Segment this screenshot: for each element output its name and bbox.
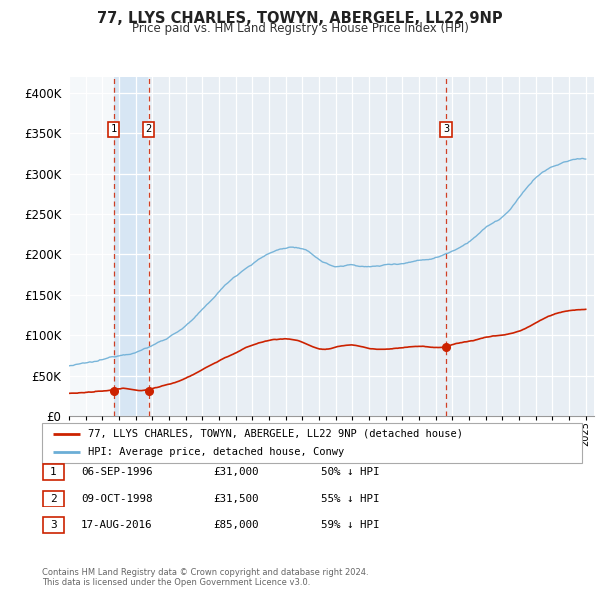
Text: 09-OCT-1998: 09-OCT-1998 [81,494,152,503]
FancyBboxPatch shape [43,464,64,480]
FancyBboxPatch shape [42,423,582,463]
FancyBboxPatch shape [43,517,64,533]
Text: £31,000: £31,000 [213,467,259,477]
Text: HPI: Average price, detached house, Conwy: HPI: Average price, detached house, Conw… [88,447,344,457]
Text: 77, LLYS CHARLES, TOWYN, ABERGELE, LL22 9NP: 77, LLYS CHARLES, TOWYN, ABERGELE, LL22 … [97,11,503,25]
Text: 2: 2 [145,124,152,135]
Text: Price paid vs. HM Land Registry's House Price Index (HPI): Price paid vs. HM Land Registry's House … [131,22,469,35]
Text: 50% ↓ HPI: 50% ↓ HPI [321,467,380,477]
FancyBboxPatch shape [43,490,64,506]
Bar [113,77,148,416]
Text: 77, LLYS CHARLES, TOWYN, ABERGELE, LL22 9NP (detached house): 77, LLYS CHARLES, TOWYN, ABERGELE, LL22 … [88,429,463,439]
Text: 2: 2 [50,494,57,503]
Text: 06-SEP-1996: 06-SEP-1996 [81,467,152,477]
Text: 59% ↓ HPI: 59% ↓ HPI [321,520,380,530]
Text: £31,500: £31,500 [213,494,259,503]
Text: 3: 3 [50,520,57,530]
Text: 1: 1 [50,467,57,477]
Text: 55% ↓ HPI: 55% ↓ HPI [321,494,380,503]
Text: 1: 1 [110,124,117,135]
Bar [69,77,113,416]
Bar [69,77,113,416]
Text: 17-AUG-2016: 17-AUG-2016 [81,520,152,530]
Text: 3: 3 [443,124,449,135]
Text: £85,000: £85,000 [213,520,259,530]
Text: Contains HM Land Registry data © Crown copyright and database right 2024.
This d: Contains HM Land Registry data © Crown c… [42,568,368,587]
